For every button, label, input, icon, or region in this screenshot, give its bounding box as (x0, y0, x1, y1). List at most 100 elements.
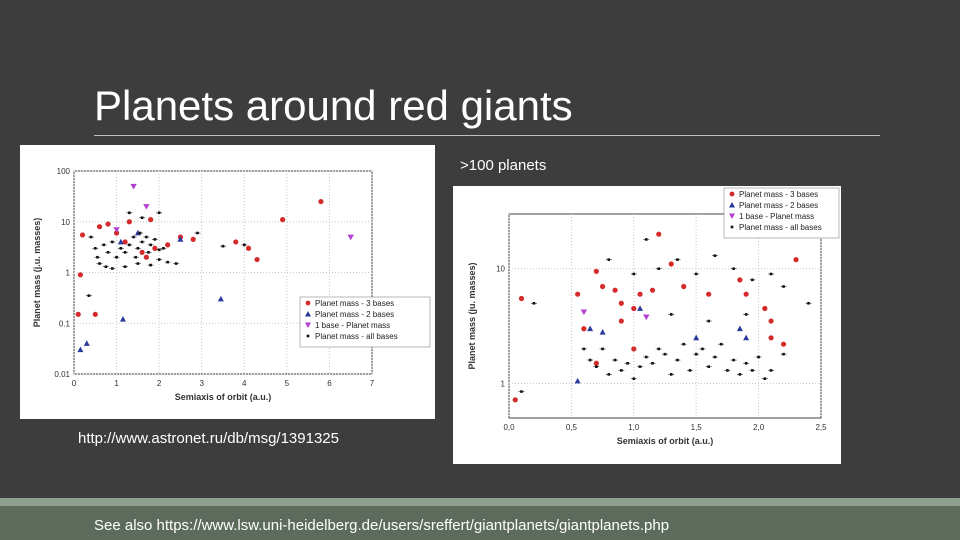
x-tick-label: 2,0 (753, 423, 765, 432)
data-point-all-bases (98, 262, 101, 265)
footer-accent-band (0, 498, 960, 506)
data-point-all-bases (651, 361, 654, 365)
y-tick-label: 0.1 (59, 319, 71, 328)
data-point-2-bases (117, 238, 124, 245)
chart-1-svg: 0 1 2 3 4 5 6 7 0.01 0.1 1 10 100 Semiaxis of orbit (… (32, 167, 431, 402)
data-point-3-bases (139, 249, 145, 255)
data-point-all-bases (196, 231, 199, 235)
data-point-all-bases (588, 358, 592, 362)
data-point-3-bases (737, 277, 743, 283)
data-point-all-bases (128, 243, 131, 247)
data-point-all-bases (732, 358, 735, 362)
source-link[interactable]: http://www.astronet.ru/db/msg/1391325 (78, 430, 339, 447)
x-tick-label: 0,0 (503, 423, 515, 432)
data-point-all-bases (123, 251, 127, 254)
data-point-3-bases (148, 217, 154, 223)
data-point-all-bases (89, 235, 93, 239)
data-point-3-bases (793, 257, 799, 263)
data-point-3-bases (126, 219, 132, 225)
data-point-3-bases (768, 318, 774, 324)
data-point-3-bases (618, 300, 624, 306)
y-tick-label: 10 (61, 218, 70, 227)
data-point-all-bases (520, 390, 523, 393)
data-point-all-bases (663, 352, 667, 356)
data-point-all-bases (719, 342, 723, 346)
data-point-all-bases (96, 255, 99, 259)
data-point-3-bases (762, 305, 768, 312)
data-point-all-bases (111, 240, 114, 244)
data-point-all-bases (707, 365, 710, 368)
data-point-all-bases (157, 211, 161, 215)
data-point-all-bases (149, 263, 152, 267)
data-point-all-bases (744, 313, 748, 316)
legend-box (299, 296, 431, 348)
data-point-all-bases (166, 260, 169, 264)
data-point-all-bases (106, 251, 110, 254)
legend-marker (729, 191, 735, 197)
data-point-2-bases (177, 236, 184, 242)
x-tick-label: 5 (285, 379, 290, 388)
data-point-3-bases (233, 239, 239, 245)
data-point-3-bases (631, 305, 637, 312)
data-point-all-bases (738, 373, 742, 376)
data-point-all-bases (145, 235, 148, 239)
data-point-all-bases (162, 246, 165, 250)
data-point-all-bases (676, 358, 679, 362)
legend-label: 1 base - Planet mass (739, 212, 814, 221)
legend-label: Planet mass - all bases (739, 223, 822, 232)
footer-link-text[interactable]: See also https://www.lsw.uni-heidelberg.… (94, 517, 670, 534)
data-point-all-bases (595, 365, 598, 368)
data-point-all-bases (157, 258, 161, 261)
data-point-all-bases (119, 246, 123, 250)
data-point-all-bases (582, 347, 586, 351)
y-tick-label: 1 (501, 379, 506, 388)
data-point-2-bases (83, 340, 90, 346)
data-point-2-bases (736, 325, 743, 332)
data-point-3-bases (637, 291, 643, 297)
data-point-1-base (130, 183, 137, 190)
data-point-2-bases (599, 328, 606, 335)
data-point-1-base (113, 227, 120, 233)
data-point-2-bases (217, 295, 224, 302)
data-point-all-bases (153, 238, 157, 241)
y-tick-label: 100 (57, 167, 71, 176)
data-point-3-bases (780, 341, 787, 347)
data-point-3-bases (75, 311, 81, 317)
data-point-all-bases (221, 244, 225, 248)
data-point-3-bases (681, 283, 687, 290)
data-point-1-base (580, 309, 588, 316)
data-point-3-bases (190, 236, 196, 242)
data-point-2-bases (587, 325, 594, 332)
y-axis-title: Planet mass (j.u. masses) (32, 218, 42, 328)
data-point-all-bases (620, 369, 623, 372)
x-axis-title: Semiaxis of orbit (a.u.) (617, 436, 714, 446)
data-point-3-bases (631, 346, 637, 352)
data-point-all-bases (682, 342, 686, 346)
data-point-all-bases (782, 352, 785, 356)
data-point-2-bases (637, 305, 644, 311)
data-point-all-bases (134, 255, 138, 259)
data-point-all-bases (763, 377, 767, 381)
data-point-1-base (347, 234, 354, 241)
data-point-all-bases (726, 369, 729, 372)
data-point-all-bases (601, 347, 604, 351)
data-point-all-bases (751, 278, 754, 282)
data-point-all-bases (140, 240, 144, 244)
data-point-3-bases (649, 287, 656, 293)
data-point-3-bases (79, 232, 86, 238)
data-point-all-bases (694, 272, 698, 276)
data-point-all-bases (128, 211, 131, 215)
data-point-2-bases (77, 346, 84, 353)
data-point-all-bases (732, 267, 735, 271)
data-point-3-bases (254, 256, 260, 263)
data-point-all-bases (149, 243, 152, 247)
y-tick-label: 10 (496, 265, 505, 274)
legend-marker (305, 300, 311, 306)
x-tick-label: 1,5 (691, 423, 703, 432)
data-point-1-base (643, 314, 650, 321)
x-tick-label: 1 (114, 379, 119, 388)
legend-label: Planet mass - 2 bases (315, 310, 394, 319)
data-point-3-bases (618, 318, 624, 324)
data-point-3-bases (593, 268, 599, 274)
legend-marker (729, 213, 735, 219)
